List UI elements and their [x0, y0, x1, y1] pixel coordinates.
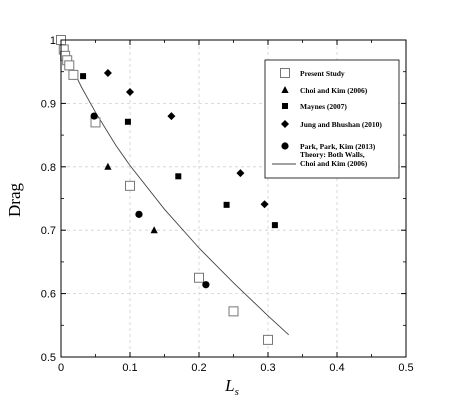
filled-circle-point [202, 281, 210, 289]
legend-label: Maynes (2007) [300, 102, 347, 111]
open-square-point [194, 272, 204, 283]
tick-labels: 0 0.1 0.2 0.3 0.4 0.5 0.5 0.6 0.7 0.8 0.9 1 [41, 35, 414, 374]
y-axis-title: Drag [5, 183, 24, 217]
filled-square-point [271, 222, 278, 229]
filled-circle-point [135, 210, 143, 218]
open-square-point [68, 69, 79, 80]
x-tick-label: 0 [58, 362, 64, 374]
x-tick-label: 0.1 [122, 362, 137, 374]
open-square-point [125, 180, 135, 191]
open-square-point [64, 60, 75, 71]
legend-marker [281, 120, 289, 128]
filled-diamond-point [167, 112, 176, 121]
filled-triangle-point [150, 226, 158, 234]
open-square-point [228, 306, 239, 317]
theory-curve-layer [60, 39, 290, 336]
open-square-point [263, 334, 273, 345]
legend-label: Jung and Bhushan (2010) [300, 120, 382, 129]
filled-square-point [80, 73, 87, 80]
legend-box [264, 59, 400, 179]
y-tick-label: 0.8 [41, 162, 56, 174]
x-axis-title: Ls [224, 376, 239, 398]
legend-label: Present Study [300, 69, 345, 78]
x-tick-label: 0.5 [398, 362, 413, 374]
x-tick-label: 0.4 [329, 362, 344, 374]
legend-marker [280, 68, 290, 78]
legend-label: Park, Park, Kim (2013) [300, 142, 376, 151]
x-tick-label: 0.3 [260, 362, 275, 374]
theory-curve [60, 39, 290, 336]
grid-lines [61, 40, 406, 357]
legend-label: Choi and Kim (2006) [300, 159, 368, 168]
filled-square-point [175, 173, 182, 180]
y-tick-label: 0.6 [41, 289, 56, 301]
filled-triangle-point [104, 162, 112, 170]
filled-diamond-point [103, 68, 112, 77]
filled-diamond-point [236, 169, 245, 178]
filled-circle-point [90, 112, 98, 120]
y-tick-label: 1 [50, 35, 56, 47]
filled-diamond-point [126, 87, 134, 96]
legend-marker [281, 86, 289, 93]
axis-ticks [60, 39, 407, 358]
legend-label: Theory: Both Walls, [300, 150, 365, 159]
legend-marker [281, 142, 289, 150]
legend-marker [282, 103, 288, 109]
y-tick-label: 0.7 [41, 225, 56, 237]
filled-diamond-point [260, 200, 269, 209]
x-tick-label: 0.2 [191, 362, 206, 374]
filled-square-point [223, 201, 230, 208]
legend-label: Choi and Kim (2006) [300, 86, 368, 95]
y-tick-label: 0.9 [41, 98, 56, 110]
y-tick-label: 0.5 [41, 352, 56, 364]
filled-square-point [124, 118, 131, 125]
data-points [56, 35, 278, 345]
legend: Present Study Choi and Kim (2006) Maynes (… [264, 59, 400, 179]
